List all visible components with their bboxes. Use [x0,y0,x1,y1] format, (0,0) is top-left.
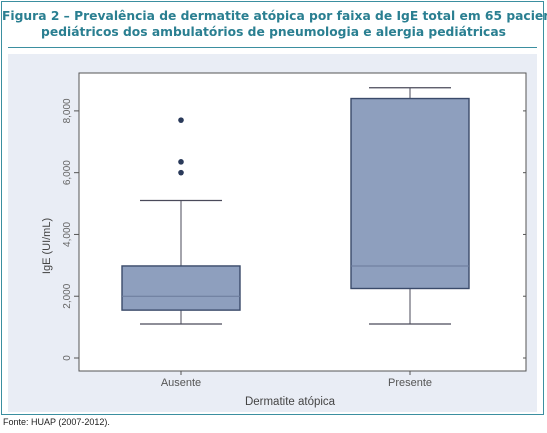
y-tick-label-4: 8,000 [62,98,73,123]
box-presente: Presente [350,87,470,389]
x-axis-title: Dermatite atópica [245,396,336,408]
y-axis-title: IgE (UI/mL) [41,218,53,274]
caption-divider [8,47,537,48]
y-axis: 0 2,000 4,000 6,000 8,000 [62,98,526,361]
outlier-point-0 [178,169,184,176]
outlier-point-2 [178,117,184,123]
y-tick-label-0: 0 [62,355,73,361]
y-tick-label-3: 6,000 [62,160,73,185]
y-tick-label-1: 2,000 [62,283,73,308]
figure-title-line-2: pediátricos dos ambulatórios de pneumolo… [41,25,506,39]
figure-caption: Figura 2 – Prevalência de dermatite atóp… [2,8,547,40]
iqr-box [350,97,470,290]
boxplot-chart: 0 2,000 4,000 6,000 8,000 Ausente Presente Ig… [41,72,527,408]
x-tick-label-ausente: Ausente [161,377,201,389]
y-tick-label-2: 4,000 [62,221,73,246]
box-ausente: Ausente [121,117,241,389]
figure-source: Fonte: HUAP (2007-2012). [3,417,110,427]
x-tick-label-presente: Presente [388,377,432,389]
outlier-point-1 [178,159,184,165]
iqr-box [121,265,241,311]
boxes-group: Ausente Presente [121,87,470,389]
figure-title-line-1: Figura 2 – Prevalência de dermatite atóp… [2,9,547,23]
